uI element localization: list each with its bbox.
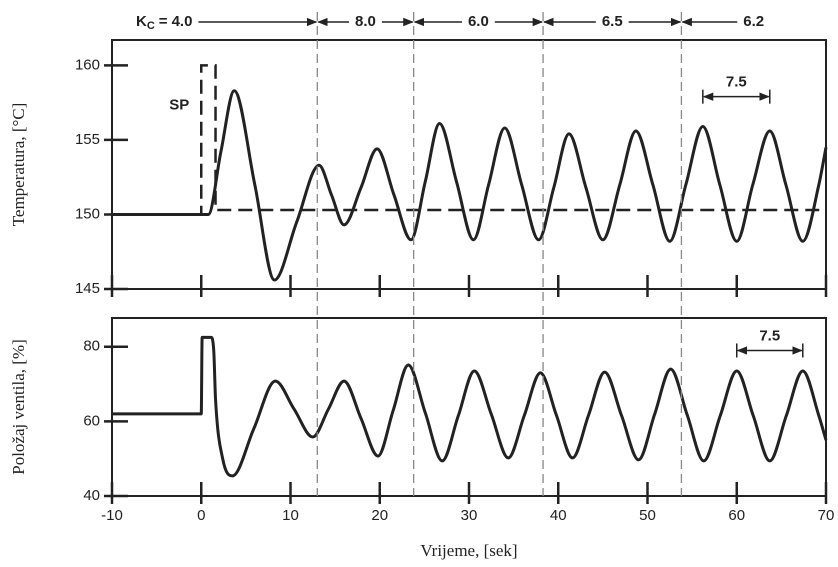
gain-equals: =: [159, 13, 168, 30]
gain-value: 4.0: [172, 13, 193, 30]
x-tick-label: 60: [728, 507, 745, 524]
y-tick-label: 80: [83, 338, 100, 355]
gain-label: 6.5: [602, 13, 623, 30]
gain-value: 8.0: [355, 13, 376, 30]
x-tick-label: -10: [101, 507, 123, 524]
data-line: [112, 89, 828, 282]
x-tick-label: 70: [818, 507, 835, 524]
gain-label: 6.2: [743, 13, 764, 30]
data-line: [112, 64, 826, 216]
gain-label: 6.0: [468, 13, 489, 30]
y-axis-label: Temperatura, [°C]: [9, 103, 28, 227]
x-tick-label: 10: [282, 507, 299, 524]
gain-value: 6.2: [743, 13, 764, 30]
gain-subscript: C: [147, 20, 155, 32]
y-tick-label: 40: [83, 487, 100, 504]
y-axis-label: Položaj ventila, [%]: [9, 339, 28, 475]
x-tick-label: 40: [550, 507, 567, 524]
y-tick-label: 145: [75, 280, 100, 297]
x-tick-label: 50: [639, 507, 656, 524]
period-label: 7.5: [759, 327, 780, 344]
series-label: SP: [169, 96, 189, 113]
x-axis-label: Vrijeme, [sek]: [420, 541, 517, 560]
gain-value: 6.5: [602, 13, 623, 30]
data-line: [112, 335, 828, 478]
x-tick-label: 0: [197, 507, 205, 524]
x-tick-label: 20: [371, 507, 388, 524]
gain-label: 8.0: [355, 13, 376, 30]
y-tick-label: 150: [75, 205, 100, 222]
plot-frame: [111, 317, 827, 497]
x-tick-label: 30: [461, 507, 478, 524]
y-tick-label: 155: [75, 131, 100, 148]
y-tick-label: 160: [75, 56, 100, 73]
gain-symbol: K: [136, 13, 147, 30]
gain-label: KC = 4.0: [136, 13, 192, 32]
gain-value: 6.0: [468, 13, 489, 30]
y-tick-label: 60: [83, 412, 100, 429]
period-label: 7.5: [726, 74, 747, 91]
